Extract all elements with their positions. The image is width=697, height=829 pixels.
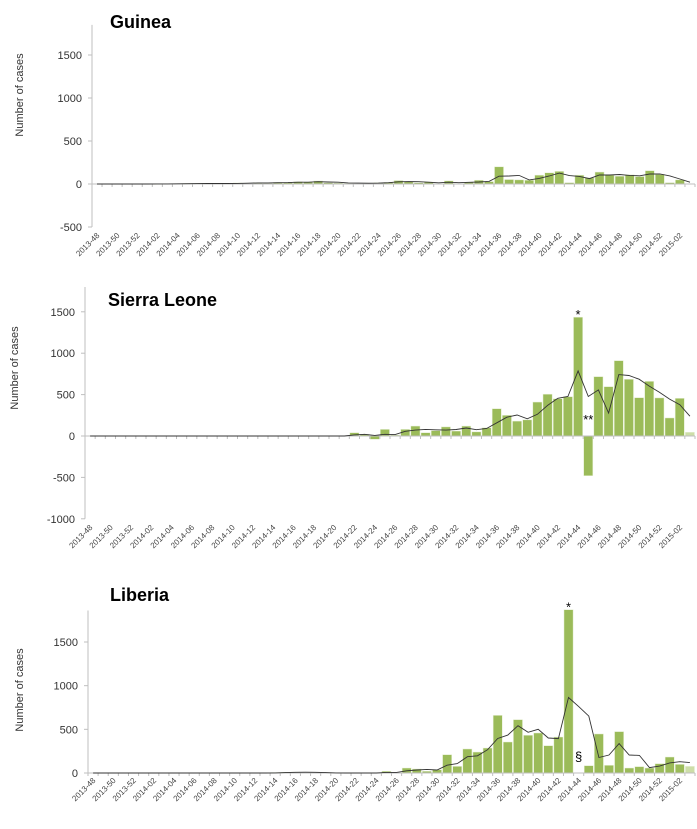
annotation-marker: * [576,307,581,322]
bar [552,398,563,437]
bar [583,765,594,774]
y-tick-label: 1500 [58,50,82,62]
bar [634,766,645,774]
bar [563,609,574,774]
y-axis-label: Number of cases [14,648,26,732]
bar [593,376,604,437]
bar [645,170,655,185]
bar [604,765,614,774]
bar [441,426,451,437]
bar [675,179,685,185]
bar [685,766,695,774]
chart-sierra-leone: Sierra Leone 1500 1000 500 0 -500 -1000 Number … [9,286,696,550]
chart-title: Liberia [110,585,170,605]
bar [452,766,463,774]
bar [514,179,524,185]
bar [614,175,625,185]
bar [472,751,483,774]
y-tick-label: 1000 [54,681,78,693]
bar [563,396,573,437]
bar [451,430,461,437]
bar [442,754,452,774]
bar [594,171,605,185]
bar [492,715,503,774]
bar [494,166,504,185]
y-tick-label: 1000 [51,348,75,360]
y-tick-label: 0 [72,768,78,780]
annotation-marker: § [575,749,582,764]
bar [512,420,522,437]
bar [624,767,635,774]
bar [655,174,665,185]
bar [522,419,533,437]
y-tick-label: 1500 [54,637,78,649]
bar [644,767,655,774]
bar [685,432,695,437]
bar [553,736,564,774]
bar [634,397,644,437]
bar [664,756,675,774]
bar [462,748,473,774]
y-axis-label: Number of cases [14,53,26,137]
bar [604,174,615,185]
bar [502,415,512,437]
bar [675,764,685,774]
bar [544,172,555,185]
bar [410,425,421,437]
trend-line [97,172,691,185]
y-tick-label: 500 [57,390,75,402]
bar [594,733,604,774]
y-tick-label: 500 [64,136,82,148]
bar [644,381,655,437]
annotation-marker: * [566,600,571,615]
bar [573,316,583,437]
bar [634,176,645,185]
bar [654,397,665,437]
bar [674,398,685,437]
y-axis-label: Number of cases [9,326,21,410]
chart-title: Sierra Leone [108,290,217,310]
annotation-marker: ** [583,412,593,427]
y-tick-label: -500 [53,472,75,484]
bar [523,735,533,774]
bar [624,174,635,185]
bar [524,179,534,185]
y-tick-label: 0 [76,179,82,191]
y-tick-label: 0 [69,431,75,443]
y-tick-label: -500 [60,222,82,234]
bar [543,745,554,774]
bar [534,174,545,185]
y-tick-label: 1500 [51,307,75,319]
trend-line [93,696,690,774]
bar [533,732,544,774]
bar [430,430,441,437]
bar [583,435,594,476]
chart-title: Guinea [110,12,172,32]
bar [503,741,513,774]
bar [614,731,624,774]
y-tick-label: 500 [60,724,78,736]
y-tick-label: 1000 [58,93,82,105]
bar [624,379,634,437]
bar [532,401,543,437]
bar [542,393,553,437]
bar [504,179,514,185]
trend-line [90,369,691,437]
y-tick-label: -1000 [47,514,75,526]
bar [664,417,675,437]
bar [471,431,482,437]
bar [613,360,624,437]
